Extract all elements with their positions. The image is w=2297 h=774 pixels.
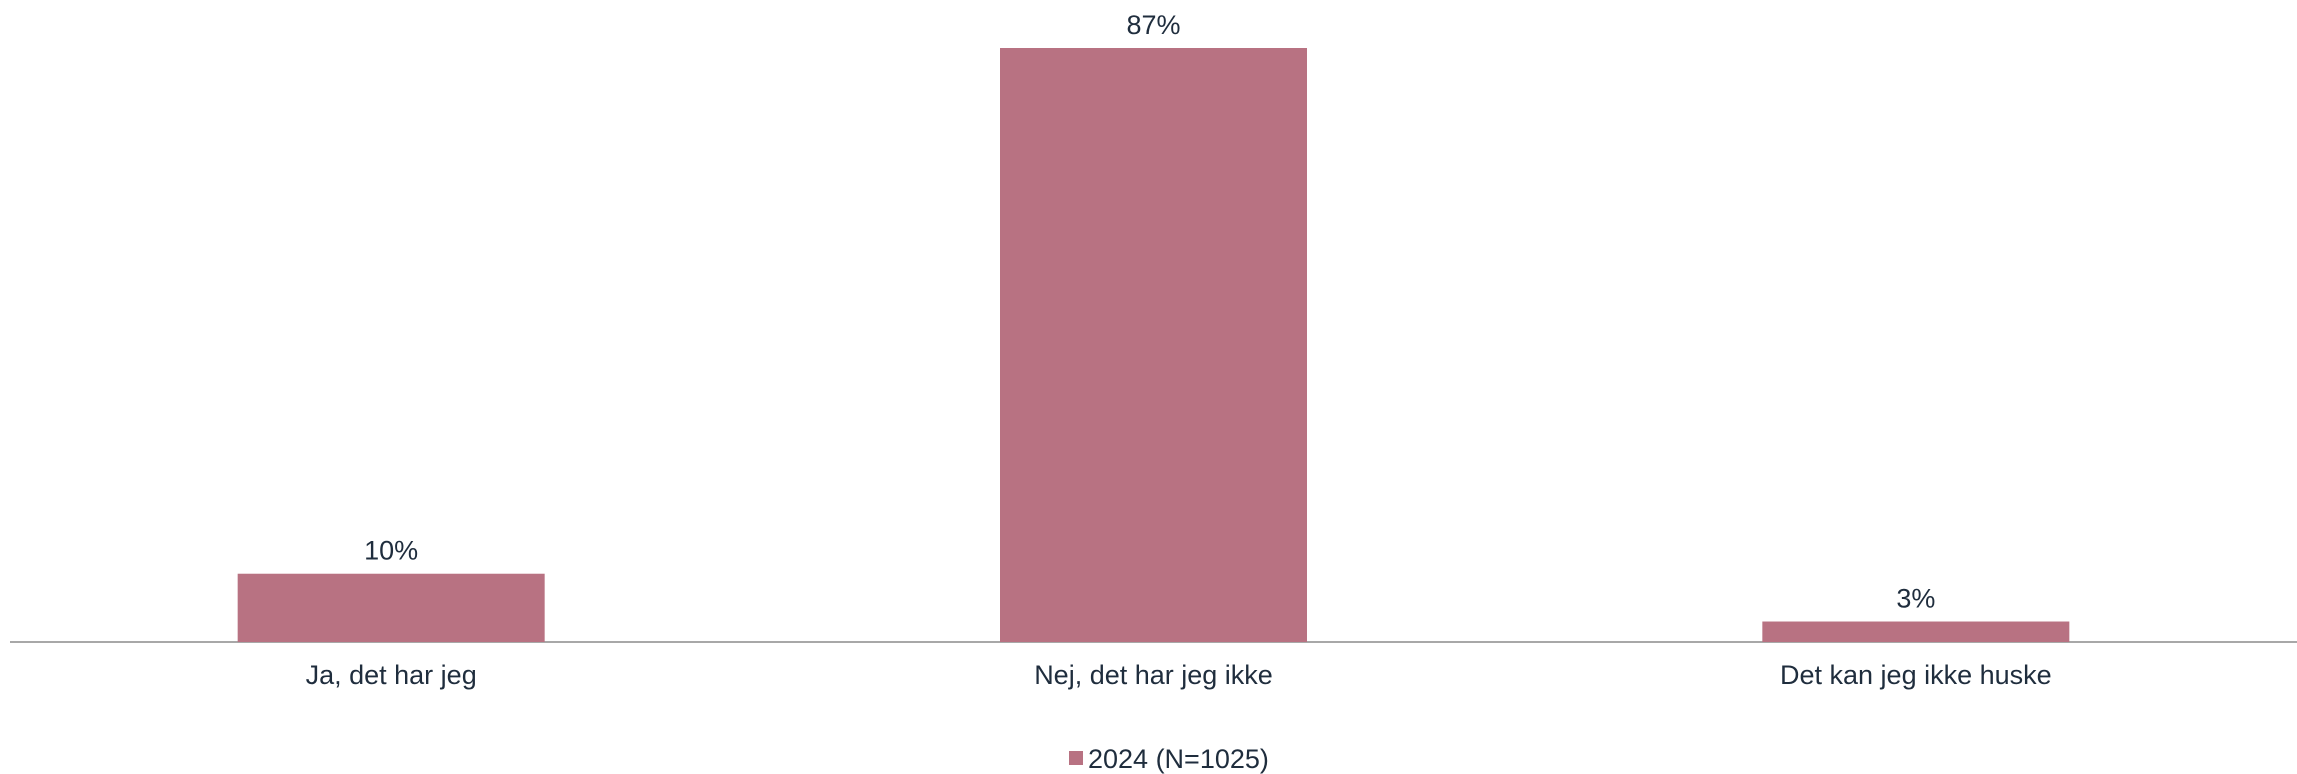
legend-label: 2024 (N=1025)	[1088, 744, 1269, 774]
data-label-3: 3%	[1896, 584, 1935, 614]
category-label-2: Nej, det har jeg ikke	[1034, 660, 1273, 690]
bar-3	[1762, 621, 2070, 642]
legend-swatch	[1069, 751, 1083, 765]
legend: 2024 (N=1025)	[1069, 744, 1269, 774]
category-label-1: Ja, det har jeg	[306, 660, 477, 690]
bar-1	[237, 573, 545, 642]
data-label-2: 87%	[1126, 10, 1180, 40]
category-label-3: Det kan jeg ikke huske	[1780, 660, 2052, 690]
bar-2	[1000, 48, 1307, 642]
data-label-1: 10%	[364, 536, 418, 566]
